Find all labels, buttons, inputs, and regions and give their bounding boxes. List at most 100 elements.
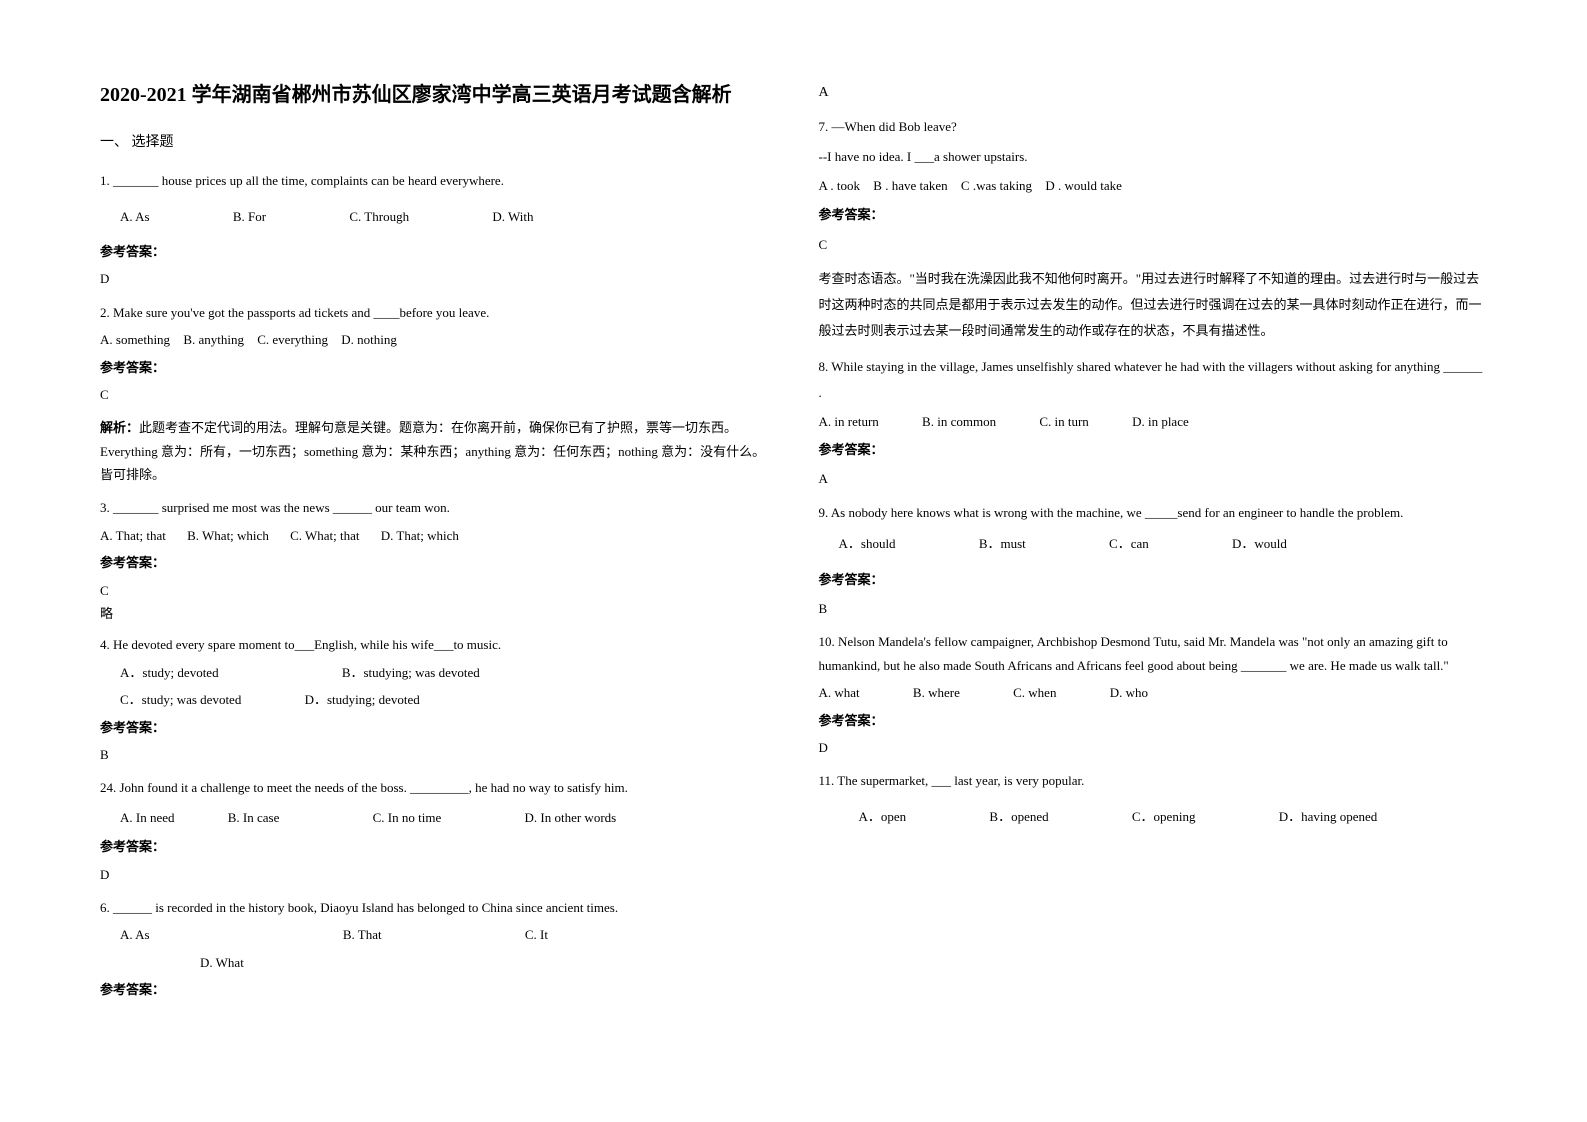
document-title: 2020-2021 学年湖南省郴州市苏仙区廖家湾中学高三英语月考试题含解析 <box>100 80 769 110</box>
option-b: B. In case <box>228 806 280 829</box>
answer-value: D <box>100 863 769 886</box>
q-body: He devoted every spare moment to___Engli… <box>113 637 501 652</box>
q-num: 24. <box>100 780 116 795</box>
options: A . took B . have taken C .was taking D … <box>819 174 1488 197</box>
note: 略 <box>100 602 769 625</box>
option-c: C. What; that <box>290 524 359 547</box>
question-10: 10. Nelson Mandela's fellow campaigner, … <box>819 630 1488 759</box>
option-d: D．having opened <box>1279 805 1378 828</box>
answer-label: 参考答案： <box>819 203 1488 226</box>
option-c: C．opening <box>1132 805 1196 828</box>
right-column: A 7. —When did Bob leave? --I have no id… <box>819 80 1488 1042</box>
option-c: C. In no time <box>373 806 442 829</box>
q-body: _______ surprised me most was the news _… <box>113 500 450 515</box>
option-b: B．must <box>979 532 1026 555</box>
question-text: 10. Nelson Mandela's fellow campaigner, … <box>819 630 1488 677</box>
q-num: 7. <box>819 119 829 134</box>
option-d: D. who <box>1110 681 1148 704</box>
question-text: 2. Make sure you've got the passports ad… <box>100 301 769 324</box>
options: A. in return B. in common C. in turn D. … <box>819 410 1488 433</box>
q-body: Make sure you've got the passports ad ti… <box>113 305 489 320</box>
q-num: 11. <box>819 773 835 788</box>
options-row2: D. What <box>100 951 769 974</box>
question-5: 24. John found it a challenge to meet th… <box>100 776 769 886</box>
q-num: 3. <box>100 500 110 515</box>
options: A. In need B. In case C. In no time D. I… <box>100 806 769 829</box>
option-b: B. What; which <box>187 524 269 547</box>
question-3: 3. _______ surprised me most was the new… <box>100 496 769 625</box>
option-b: B. That <box>343 923 382 946</box>
q-num: 8. <box>819 359 829 374</box>
options: A. what B. where C. when D. who <box>819 681 1488 704</box>
answer-value: C <box>819 233 1488 256</box>
answer-label: 参考答案： <box>100 356 769 379</box>
q-num: 10. <box>819 634 835 649</box>
q-body: As nobody here knows what is wrong with … <box>831 505 1404 520</box>
answer-value-q6: A <box>819 80 1488 105</box>
q-body: Nelson Mandela's fellow campaigner, Arch… <box>819 634 1449 672</box>
question-1: 1. _______ house prices up all the time,… <box>100 169 769 291</box>
answer-value: C <box>100 383 769 406</box>
option-b: B . have taken <box>873 174 947 197</box>
option-c: C. It <box>525 923 548 946</box>
options-row1: A. As B. That C. It <box>100 923 769 946</box>
explanation: 解析：此题考查不定代词的用法。理解句意是关键。题意为：在你离开前，确保你已有了护… <box>100 416 769 486</box>
option-d: D. in place <box>1132 410 1189 433</box>
question-text: 8. While staying in the village, James u… <box>819 354 1488 406</box>
option-a: A. As <box>120 205 150 228</box>
q-num: 4. <box>100 637 110 652</box>
q-num: 1. <box>100 173 110 188</box>
question-text: 24. John found it a challenge to meet th… <box>100 776 769 799</box>
question-7: 7. —When did Bob leave? --I have no idea… <box>819 115 1488 344</box>
option-a: A．open <box>859 805 907 828</box>
question-text2: --I have no idea. I ___a shower upstairs… <box>819 145 1488 168</box>
explanation-label: 解析： <box>100 420 139 435</box>
option-d: D. What <box>200 951 244 974</box>
answer-value: D <box>100 267 769 290</box>
left-column: 2020-2021 学年湖南省郴州市苏仙区廖家湾中学高三英语月考试题含解析 一、… <box>100 80 769 1042</box>
question-text: 11. The supermarket, ___ last year, is v… <box>819 769 1488 792</box>
answer-value: A <box>819 467 1488 490</box>
option-d: D . would take <box>1045 174 1122 197</box>
option-a: A．study; devoted <box>120 661 219 684</box>
q-num: 9. <box>819 505 829 520</box>
option-b: B. where <box>913 681 960 704</box>
question-text: 7. —When did Bob leave? <box>819 115 1488 138</box>
answer-label: 参考答案： <box>819 568 1488 591</box>
options-row1: A．study; devoted B．studying; was devoted <box>100 661 769 684</box>
question-text: 9. As nobody here knows what is wrong wi… <box>819 500 1488 526</box>
question-9: 9. As nobody here knows what is wrong wi… <box>819 500 1488 620</box>
option-d: D. nothing <box>341 328 397 351</box>
options: A．open B．opened C．opening D．having opene… <box>819 805 1488 828</box>
option-c: C. everything <box>257 328 328 351</box>
options: A．should B．must C．can D．would <box>819 532 1488 555</box>
options: A. something B. anything C. everything D… <box>100 328 769 351</box>
q-body: While staying in the village, James unse… <box>819 359 1483 400</box>
answer-label: 参考答案： <box>100 835 769 858</box>
q-body: John found it a challenge to meet the ne… <box>120 780 628 795</box>
answer-label: 参考答案： <box>100 551 769 574</box>
question-text: 3. _______ surprised me most was the new… <box>100 496 769 519</box>
options: A. As B. For C. Through D. With <box>100 205 769 228</box>
option-a: A. In need <box>120 806 175 829</box>
question-2: 2. Make sure you've got the passports ad… <box>100 301 769 487</box>
option-a: A. something <box>100 328 170 351</box>
answer-value: B <box>819 597 1488 620</box>
answer-value: D <box>819 736 1488 759</box>
option-a: A．should <box>839 532 896 555</box>
option-a: A. That; that <box>100 524 166 547</box>
explanation: 考查时态语态。"当时我在洗澡因此我不知他何时离开。"用过去进行时解释了不知道的理… <box>819 266 1488 344</box>
answer-label: 参考答案： <box>819 438 1488 461</box>
question-11: 11. The supermarket, ___ last year, is v… <box>819 769 1488 828</box>
options-row2: C．study; was devoted D．studying; devoted <box>100 688 769 711</box>
option-c: C. in turn <box>1039 410 1088 433</box>
question-text: 6. ______ is recorded in the history boo… <box>100 896 769 919</box>
option-d: D. In other words <box>525 806 617 829</box>
option-b: B. in common <box>922 410 996 433</box>
answer-value: B <box>100 743 769 766</box>
question-text: 4. He devoted every spare moment to___En… <box>100 633 769 656</box>
explanation-text: 此题考查不定代词的用法。理解句意是关键。题意为：在你离开前，确保你已有了护照，票… <box>100 420 765 482</box>
answer-label: 参考答案： <box>100 978 769 1001</box>
option-c: C．can <box>1109 532 1149 555</box>
option-d: D．would <box>1232 532 1287 555</box>
